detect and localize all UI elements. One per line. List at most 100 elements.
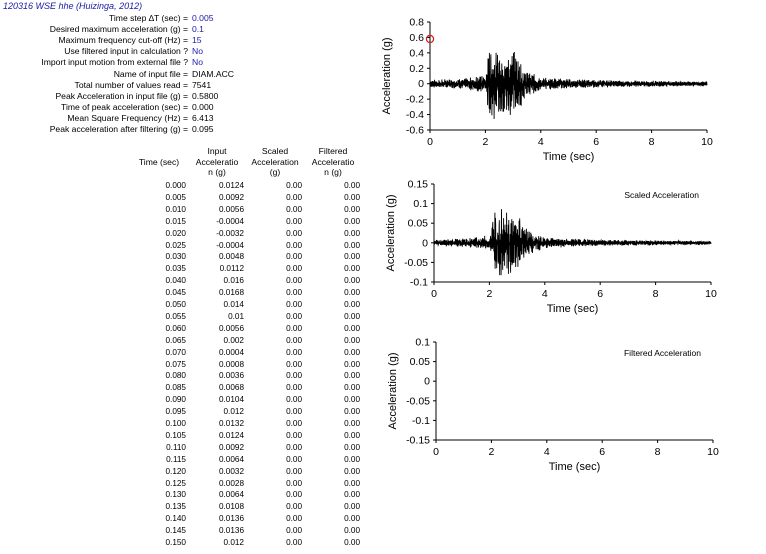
time-cell[interactable]: 0.100 [165, 419, 187, 428]
time-cell[interactable]: 0.105 [165, 430, 187, 440]
filtered-accel-cell[interactable]: 0.00 [344, 264, 360, 274]
scaled-accel-cell[interactable]: 0.00 [286, 311, 302, 321]
filtered-accel-cell[interactable]: 0.00 [344, 192, 360, 202]
scaled-accel-cell[interactable]: 0.00 [286, 442, 302, 452]
scaled-accel-cell[interactable]: 0.00 [286, 288, 302, 298]
scaled-accel-cell[interactable]: 0.00 [286, 252, 302, 262]
time-cell[interactable]: 0.095 [165, 407, 187, 417]
param-value[interactable]: 7541 [192, 79, 212, 90]
filtered-accel-cell[interactable]: 0.00 [344, 490, 360, 500]
input-accel-cell[interactable]: 0.0008 [218, 359, 244, 369]
input-accel-cell[interactable]: 0.0068 [218, 383, 244, 393]
scaled-accel-cell[interactable]: 0.00 [286, 204, 302, 214]
scaled-accel-cell[interactable]: 0.00 [286, 264, 302, 274]
scaled-accel-cell[interactable]: 0.00 [286, 526, 302, 536]
param-value[interactable]: 0.095 [192, 124, 214, 134]
time-cell[interactable]: 0.090 [165, 395, 187, 405]
filtered-accel-cell[interactable]: 0.00 [344, 204, 360, 214]
scaled-accel-cell[interactable]: 0.00 [286, 478, 302, 488]
filtered-accel-cell[interactable]: 0.00 [344, 371, 360, 381]
scaled-accel-cell[interactable]: 0.00 [286, 276, 302, 286]
input-accel-cell[interactable]: 0.0048 [218, 252, 244, 262]
scaled-accel-cell[interactable]: 0.00 [286, 383, 302, 393]
filtered-accel-cell[interactable]: 0.00 [344, 347, 360, 357]
time-cell[interactable]: 0.145 [165, 526, 187, 536]
filtered-accel-cell[interactable]: 0.00 [344, 252, 360, 262]
input-accel-cell[interactable]: 0.0064 [218, 490, 244, 500]
param-value[interactable]: 0.000 [192, 101, 214, 112]
param-value[interactable]: 0.005 [192, 13, 214, 23]
time-cell[interactable]: 0.110 [166, 442, 186, 452]
input-accel-cell[interactable]: 0.0136 [218, 526, 244, 536]
input-accel-cell[interactable]: 0.0112 [219, 264, 244, 274]
filtered-accel-cell[interactable]: 0.00 [344, 454, 360, 464]
scaled-accel-cell[interactable]: 0.00 [286, 454, 302, 464]
input-accel-cell[interactable]: 0.0168 [218, 288, 244, 298]
filtered-accel-cell[interactable]: 0.00 [344, 359, 360, 369]
param-value[interactable]: No [192, 57, 203, 68]
filtered-accel-cell[interactable]: 0.00 [344, 538, 360, 547]
filtered-accel-cell[interactable]: 0.00 [344, 276, 360, 286]
time-cell[interactable]: 0.025 [165, 240, 187, 250]
filtered-accel-cell[interactable]: 0.00 [344, 288, 360, 298]
time-cell[interactable]: 0.085 [165, 383, 187, 393]
input-accel-cell[interactable]: 0.0092 [218, 442, 244, 452]
input-accel-cell[interactable]: 0.014 [223, 300, 245, 309]
input-accel-cell[interactable]: 0.0028 [218, 478, 244, 488]
filtered-accel-cell[interactable]: 0.00 [344, 228, 360, 238]
input-accel-cell[interactable]: 0.002 [223, 335, 245, 345]
time-cell[interactable]: 0.010 [165, 204, 187, 214]
filtered-accel-cell[interactable]: 0.00 [344, 466, 360, 476]
time-cell[interactable]: 0.055 [165, 311, 187, 321]
time-cell[interactable]: 0.035 [165, 264, 187, 274]
time-cell[interactable]: 0.080 [165, 371, 187, 381]
input-accel-cell[interactable]: 0.01 [228, 311, 244, 321]
filtered-accel-cell[interactable]: 0.00 [344, 478, 360, 488]
time-cell[interactable]: 0.120 [165, 466, 187, 476]
time-cell[interactable]: 0.130 [165, 490, 187, 500]
time-cell[interactable]: 0.065 [165, 335, 187, 345]
input-acceleration-chart[interactable]: -0.6 -0.4 -0.2 0 0.2 0.4 0.6 0.8 0 2 4 6 8 10 Time (se… [372, 10, 717, 170]
scaled-accel-cell[interactable]: 0.00 [286, 466, 302, 476]
time-cell[interactable]: 0.030 [165, 252, 187, 262]
scaled-accel-cell[interactable]: 0.00 [286, 192, 302, 202]
input-accel-cell[interactable]: -0.0004 [216, 216, 244, 226]
input-accel-cell[interactable]: 0.0064 [218, 454, 244, 464]
input-accel-cell[interactable]: -0.0004 [216, 240, 244, 250]
input-accel-cell[interactable]: 0.0124 [218, 430, 244, 440]
scaled-accel-cell[interactable]: 0.00 [286, 407, 302, 417]
scaled-acceleration-chart[interactable]: -0.1 -0.05 0 0.05 0.1 0.15 0 2 4 6 8 10 Time (sec) Ac… [372, 176, 717, 326]
filtered-accel-cell[interactable]: 0.00 [344, 300, 360, 309]
input-accel-cell[interactable]: 0.0036 [218, 371, 244, 381]
input-accel-cell[interactable]: 0.0056 [218, 323, 244, 333]
scaled-accel-cell[interactable]: 0.00 [286, 371, 302, 381]
scaled-accel-cell[interactable]: 0.00 [286, 216, 302, 226]
filtered-accel-cell[interactable]: 0.00 [344, 311, 360, 321]
time-cell[interactable]: 0.020 [165, 228, 187, 238]
scaled-accel-cell[interactable]: 0.00 [286, 240, 302, 250]
input-accel-cell[interactable]: 0.016 [223, 276, 245, 286]
scaled-accel-cell[interactable]: 0.00 [286, 323, 302, 333]
scaled-accel-cell[interactable]: 0.00 [286, 538, 302, 547]
input-accel-cell[interactable]: 0.0004 [218, 347, 244, 357]
scaled-accel-cell[interactable]: 0.00 [286, 490, 302, 500]
time-cell[interactable]: 0.075 [165, 359, 187, 369]
scaled-accel-cell[interactable]: 0.00 [286, 228, 302, 238]
time-cell[interactable]: 0.050 [165, 300, 187, 309]
scaled-accel-cell[interactable]: 0.00 [286, 359, 302, 369]
filtered-accel-cell[interactable]: 0.00 [344, 335, 360, 345]
input-accel-cell[interactable]: 0.0132 [218, 419, 244, 428]
input-accel-cell[interactable]: -0.0032 [216, 228, 244, 238]
param-value[interactable]: 6.413 [192, 112, 214, 123]
time-cell[interactable]: 0.150 [165, 538, 187, 547]
scaled-accel-cell[interactable]: 0.00 [286, 514, 302, 524]
scaled-accel-cell[interactable]: 0.00 [286, 347, 302, 357]
scaled-accel-cell[interactable]: 0.00 [286, 430, 302, 440]
scaled-accel-cell[interactable]: 0.00 [286, 502, 302, 512]
param-value[interactable]: 0.1 [192, 24, 204, 35]
param-value[interactable]: DIAM.ACC [192, 68, 235, 79]
time-cell[interactable]: 0.140 [165, 514, 187, 524]
filtered-accel-cell[interactable]: 0.00 [344, 514, 360, 524]
filtered-accel-cell[interactable]: 0.00 [344, 526, 360, 536]
time-cell[interactable]: 0.060 [165, 323, 187, 333]
